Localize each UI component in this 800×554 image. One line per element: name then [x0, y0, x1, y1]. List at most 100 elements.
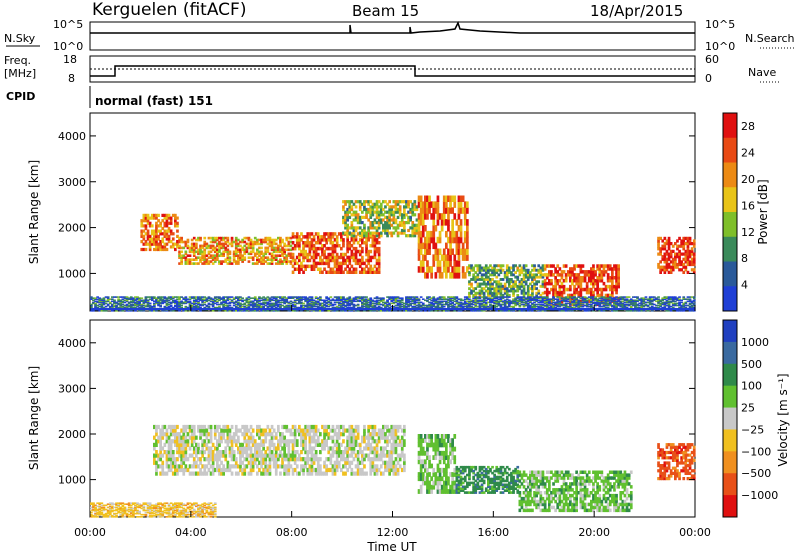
heatmap-cell [344, 299, 347, 302]
heatmap-cell [352, 228, 356, 233]
heatmap-cell [182, 256, 186, 259]
heatmap-cell [211, 298, 215, 300]
heatmap-cell [369, 210, 373, 214]
heatmap-cell [289, 296, 293, 298]
heatmap-cell [432, 260, 436, 267]
y-tick-label: 1000 [58, 267, 86, 280]
heatmap-cell [298, 297, 301, 299]
heatmap-cell [344, 300, 347, 303]
heatmap-cell [474, 299, 478, 302]
heatmap-cell [537, 297, 541, 299]
heatmap-cell [346, 210, 349, 214]
heatmap-cell [489, 282, 492, 286]
heatmap-cell [445, 310, 448, 312]
heatmap-cell [178, 304, 181, 307]
heatmap-cell [367, 305, 370, 308]
heatmap-cell [543, 296, 547, 298]
heatmap-cell [665, 242, 669, 246]
heatmap-cell [590, 296, 593, 298]
heatmap-cell [308, 298, 312, 300]
heatmap-cell [285, 244, 289, 248]
heatmap-cell [186, 306, 190, 309]
heatmap-cell [514, 301, 517, 304]
heatmap-cell [190, 305, 194, 308]
heatmap-cell [419, 236, 423, 244]
heatmap-cell [108, 298, 112, 300]
heatmap-cell [569, 302, 572, 305]
heatmap-cell [545, 306, 549, 309]
heatmap-cell [249, 303, 253, 306]
heatmap-cell [373, 306, 377, 309]
heatmap-cell [111, 310, 114, 312]
heatmap-cell [211, 238, 215, 242]
heatmap-cell [503, 310, 507, 312]
heatmap-cell [239, 248, 242, 252]
heatmap-cell [361, 299, 364, 302]
heatmap-cell [503, 273, 507, 277]
heatmap-cell [384, 226, 387, 230]
heatmap-cell [499, 264, 503, 268]
heatmap-cell [480, 266, 484, 270]
heatmap-cell [690, 268, 694, 272]
heatmap-cell [262, 262, 265, 265]
heatmap-cell [682, 302, 686, 305]
heatmap-cell [596, 290, 599, 295]
heatmap-cell [405, 298, 408, 300]
heatmap-cell [329, 246, 333, 251]
heatmap-cell [459, 236, 463, 244]
heatmap-cell [314, 300, 318, 303]
heatmap-cell [531, 287, 534, 291]
heatmap-cell [165, 297, 169, 299]
heatmap-cell [552, 296, 555, 298]
heatmap-cell [648, 298, 652, 300]
heatmap-cell [455, 300, 459, 303]
heatmap-cell [323, 306, 326, 309]
heatmap-cell [663, 252, 667, 256]
heatmap-cell [180, 300, 183, 303]
heatmap-cell [531, 280, 534, 284]
heatmap-cell [468, 266, 471, 270]
heatmap-cell [111, 304, 114, 307]
heatmap-cell [382, 200, 385, 204]
heatmap-cell [340, 298, 343, 300]
heatmap-cell [159, 242, 162, 246]
heatmap-cell [361, 306, 364, 309]
heatmap-cell [184, 260, 188, 263]
heatmap-cell [514, 275, 517, 279]
heatmap-cell [398, 221, 402, 225]
heatmap-cell [323, 301, 326, 304]
heatmap-cell [449, 207, 452, 214]
heatmap-cell [113, 300, 116, 303]
heatmap-cell [188, 250, 192, 254]
heatmap-cell [508, 296, 511, 298]
heatmap-cell [592, 302, 595, 305]
heatmap-cell [436, 298, 440, 300]
heatmap-cell [545, 290, 549, 295]
heatmap-cell [352, 299, 356, 302]
heatmap-cell [216, 256, 219, 259]
heatmap-cell [159, 245, 162, 249]
heatmap-cell [310, 264, 314, 269]
heatmap-cell [659, 270, 662, 274]
heatmap-cell [373, 297, 377, 299]
heatmap-cell [598, 305, 602, 308]
heatmap-cell [203, 306, 207, 309]
heatmap-cell [476, 291, 480, 295]
heatmap-cell [514, 302, 517, 305]
heatmap-cell [363, 305, 366, 308]
heatmap-cell [499, 299, 503, 302]
heatmap-cell [323, 304, 326, 307]
heatmap-cell [510, 302, 513, 305]
heatmap-cell [484, 289, 488, 293]
heatmap-cell [508, 268, 511, 272]
heatmap-cell [316, 306, 320, 309]
heatmap-cell [289, 254, 293, 257]
heatmap-cell [543, 279, 547, 283]
heatmap-cell [144, 219, 148, 223]
heatmap-cell [201, 254, 204, 257]
heatmap-cell [230, 296, 234, 298]
heatmap-cell [159, 302, 162, 305]
heatmap-cell [178, 296, 181, 298]
heatmap-cell [438, 248, 442, 255]
